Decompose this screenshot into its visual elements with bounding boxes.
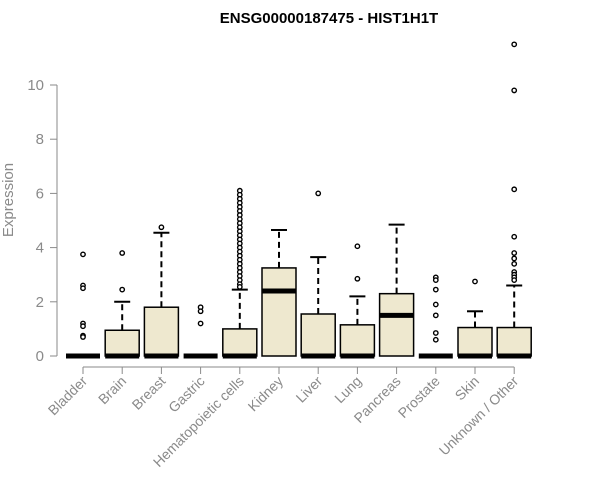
outlier-point [432,330,439,336]
outlier-point [354,243,361,250]
outlier-point [511,277,518,284]
box-pancreas [378,223,415,357]
outlier-point [80,334,86,340]
outlier-point [158,224,165,231]
x-tick-label: Breast [129,373,169,413]
box-liver [300,190,336,359]
outlier-point [432,277,439,284]
outlier-point [80,251,86,258]
x-tick-label: Bladder [45,373,91,419]
box-bladder [66,251,100,359]
box-gastric [183,304,218,359]
x-tick-label: Liver [293,373,326,406]
box-iqr [143,306,180,357]
outlier-point [511,233,518,240]
box-hematopoietic-cells [222,187,258,359]
box-brain [104,250,140,359]
box-iqr [339,324,376,357]
outlier-point [432,286,439,293]
y-tick-label: 6 [36,185,44,202]
y-tick-label: 8 [36,131,44,148]
y-tick-label: 0 [36,348,44,365]
outlier-point [511,250,518,256]
box-iqr [496,326,532,357]
y-tick-label: 10 [27,77,44,94]
outlier-point [315,190,322,197]
outlier-point [354,275,361,282]
outlier-point [80,285,86,292]
y-axis: 0 2 4 6 8 10 [27,77,58,365]
y-tick-label: 4 [36,240,44,257]
outlier-point [432,301,439,308]
box-unknown-other [496,41,532,359]
outlier-point [511,87,518,94]
outlier-point [197,320,204,327]
outlier-point [511,255,518,262]
box-iqr [300,313,336,357]
box-iqr [457,326,493,357]
y-axis-label: Expression [0,163,17,237]
outlier-point [197,308,204,315]
outlier-point [119,250,126,256]
outlier-point [511,260,518,267]
outlier-point [80,323,86,330]
outlier-point [511,41,518,48]
box-skin [457,278,493,359]
box-iqr [104,329,140,357]
chart-title: ENSG00000187475 - HIST1H1T [220,10,438,27]
x-tick-label: Prostate [395,373,443,421]
outlier-point [236,283,243,290]
outlier-point [432,312,439,319]
x-tick-label: Kidney [245,373,287,415]
box-kidney [261,228,297,357]
x-tick-label: Lung [331,373,364,406]
x-tick-label: Brain [95,373,129,407]
box-iqr [222,328,258,357]
box-iqr [261,267,297,357]
outlier-point [511,186,518,193]
outlier-point [119,286,126,293]
boxes-group [66,41,532,359]
outlier-point [432,336,439,343]
box-prostate [418,274,453,359]
y-tick-label: 2 [36,294,44,311]
x-tick-label: Skin [452,373,483,404]
box-breast [143,224,180,359]
box-iqr [378,292,415,357]
box-lung [339,243,376,359]
outlier-point [472,278,478,285]
